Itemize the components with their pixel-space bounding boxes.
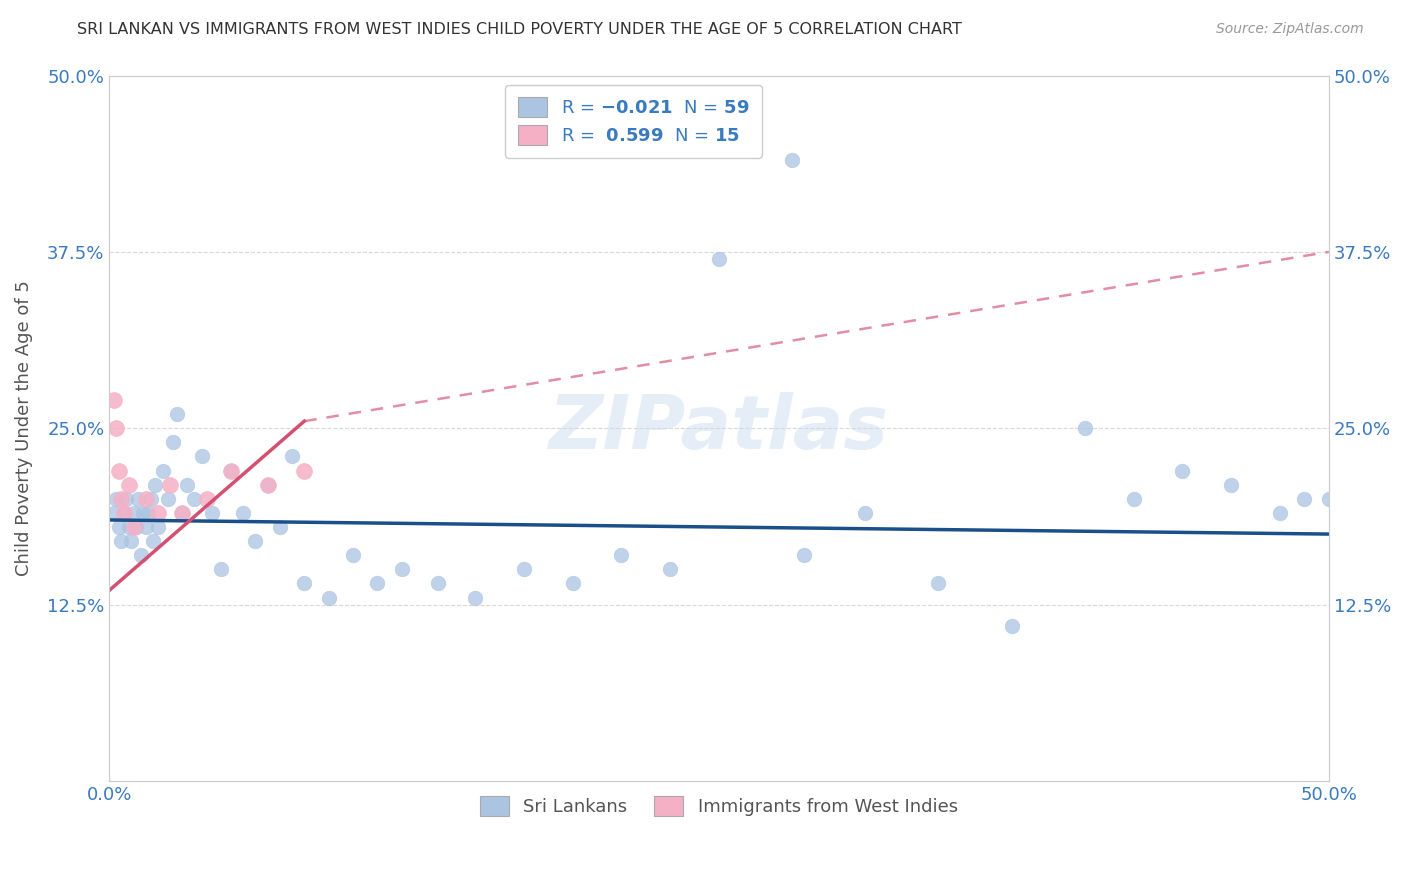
Point [122,520,145,534]
Point [105,421,128,435]
Point [152,464,174,478]
Point [129,548,152,562]
Point [464,591,486,605]
Point [219,464,242,478]
Point [122,506,145,520]
Point [162,435,184,450]
Point [132,506,155,520]
Point [245,534,267,549]
Point [103,506,125,520]
Text: Source: ZipAtlas.com: Source: ZipAtlas.com [1216,22,1364,37]
Y-axis label: Child Poverty Under the Age of 5: Child Poverty Under the Age of 5 [15,280,32,576]
Point [125,520,148,534]
Point [927,576,949,591]
Point [1294,491,1316,506]
Point [166,407,188,421]
Point [281,450,304,464]
Point [139,491,162,506]
Point [391,562,413,576]
Point [342,548,364,562]
Point [103,392,125,407]
Point [659,562,682,576]
Point [146,520,169,534]
Point [176,477,198,491]
Point [112,506,135,520]
Point [853,506,876,520]
Point [292,464,315,478]
Point [318,591,340,605]
Point [117,477,139,491]
Point [105,491,128,506]
Point [1171,464,1194,478]
Point [183,491,205,506]
Legend: Sri Lankans, Immigrants from West Indies: Sri Lankans, Immigrants from West Indies [471,787,967,825]
Point [135,491,157,506]
Point [195,491,218,506]
Point [146,506,169,520]
Point [110,491,132,506]
Point [219,464,242,478]
Point [256,477,278,491]
Point [135,520,157,534]
Point [292,576,315,591]
Point [108,464,131,478]
Point [112,506,135,520]
Point [209,562,232,576]
Point [142,534,165,549]
Point [136,506,159,520]
Point [707,252,730,266]
Point [561,576,583,591]
Point [269,520,291,534]
Point [156,491,179,506]
Point [145,477,167,491]
Point [110,534,132,549]
Point [159,477,181,491]
Point [191,450,214,464]
Point [780,153,803,168]
Point [256,477,278,491]
Point [513,562,536,576]
Text: ZIPatlas: ZIPatlas [548,392,889,465]
Point [200,506,222,520]
Text: SRI LANKAN VS IMMIGRANTS FROM WEST INDIES CHILD POVERTY UNDER THE AGE OF 5 CORRE: SRI LANKAN VS IMMIGRANTS FROM WEST INDIE… [77,22,962,37]
Point [232,506,254,520]
Point [127,491,149,506]
Point [793,548,815,562]
Point [1317,491,1340,506]
Point [1074,421,1097,435]
Point [1122,491,1144,506]
Point [117,520,139,534]
Point [427,576,450,591]
Point [108,520,131,534]
Point [1220,477,1243,491]
Point [115,491,138,506]
Point [610,548,633,562]
Point [1268,506,1291,520]
Point [172,506,194,520]
Point [1001,619,1024,633]
Point [366,576,388,591]
Point [172,506,194,520]
Point [120,534,142,549]
